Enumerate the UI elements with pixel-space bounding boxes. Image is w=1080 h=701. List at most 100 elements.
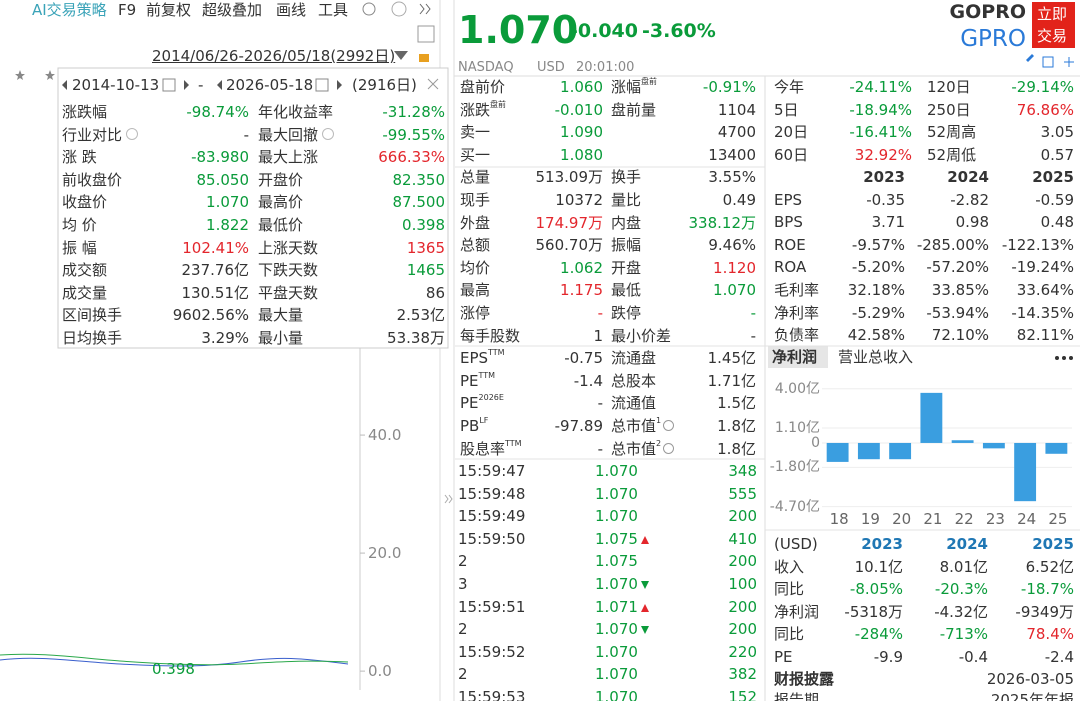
bar bbox=[857, 442, 880, 460]
popup-label-text: 年化收益率 bbox=[258, 103, 334, 121]
popup-label: 最大量 bbox=[258, 305, 303, 325]
quote-value: - bbox=[598, 303, 603, 323]
popup-value: -98.74% bbox=[186, 102, 249, 122]
quote-label: 总股本 bbox=[611, 371, 656, 391]
report-period-label: 报告期 bbox=[774, 691, 820, 701]
tick-volume-text: 100 bbox=[728, 575, 757, 593]
quote-label-text: 涨停 bbox=[460, 304, 491, 322]
popup-value-text: 1.822 bbox=[206, 216, 249, 234]
trade-button-text[interactable]: 立即 bbox=[1037, 4, 1068, 23]
annual-value: -9349万 bbox=[1015, 602, 1074, 621]
next[interactable] bbox=[184, 80, 189, 90]
popup-value: -99.55% bbox=[382, 125, 445, 145]
quote-value-text: 338.12万 bbox=[688, 213, 757, 232]
annual-value: -4.32亿 bbox=[934, 602, 988, 621]
perf-value-text: -24.11% bbox=[849, 78, 912, 96]
annual-value: 78.4% bbox=[1026, 624, 1074, 644]
tick-volume: 200 bbox=[728, 619, 757, 639]
bell-icon[interactable] bbox=[1042, 56, 1054, 68]
popup-label: 最小量 bbox=[258, 328, 303, 348]
quote-label-sup: 盘前 bbox=[490, 99, 507, 109]
quote-label: 总市值1 bbox=[611, 416, 675, 436]
prev[interactable] bbox=[217, 80, 222, 90]
help-icon[interactable] bbox=[126, 127, 139, 140]
collapse-handle[interactable] bbox=[444, 494, 453, 504]
last-price: 1.070 bbox=[458, 8, 579, 52]
quote-value: 1.090 bbox=[560, 122, 603, 142]
help-icon[interactable] bbox=[391, 1, 407, 17]
popup-value: 102.41% bbox=[182, 238, 249, 258]
popup-sep: - bbox=[198, 76, 204, 94]
tick-volume-text: 200 bbox=[728, 620, 757, 639]
quote-label: 最低 bbox=[611, 280, 641, 300]
menu-dot[interactable] bbox=[1055, 356, 1059, 360]
settings-icon[interactable] bbox=[362, 2, 376, 16]
close-icon[interactable] bbox=[427, 78, 439, 90]
trade-button-bg[interactable] bbox=[1032, 2, 1075, 48]
quote-label-text: 总量 bbox=[460, 168, 491, 187]
annual-value-text: -18.7% bbox=[1020, 580, 1074, 599]
fin-value: -285.00% bbox=[916, 235, 989, 254]
toolbar-item[interactable]: AI交易策略 bbox=[32, 1, 107, 19]
popup-label: 日均换手 bbox=[62, 328, 122, 348]
menu-dot[interactable] bbox=[1062, 356, 1066, 360]
perf-label-text: 250日 bbox=[927, 100, 971, 119]
add-icon[interactable] bbox=[1064, 57, 1074, 67]
popup-label: 开盘价 bbox=[258, 170, 303, 190]
more-icon[interactable] bbox=[419, 3, 431, 15]
calendar-icon[interactable] bbox=[315, 78, 329, 92]
quote-value: -0.010 bbox=[555, 100, 603, 120]
trade-button-text[interactable]: 交易 bbox=[1037, 26, 1068, 45]
annual-value: -8.05% bbox=[850, 579, 903, 599]
edit-icon[interactable] bbox=[1026, 54, 1034, 62]
fin-value: -57.20% bbox=[926, 258, 989, 277]
quote-value: - bbox=[597, 439, 603, 458]
quote-value: 0.49 bbox=[722, 191, 756, 209]
tab[interactable]: 净利润 bbox=[772, 348, 818, 366]
quote-label-text: EPS bbox=[460, 349, 489, 368]
popup-label-text: 涨跌幅 bbox=[62, 103, 108, 121]
popup-label: 最低价 bbox=[258, 215, 303, 235]
quote-label: 振幅 bbox=[611, 235, 641, 255]
x-tick-label: 19 bbox=[860, 510, 880, 528]
popup-label: 上涨天数 bbox=[258, 238, 318, 258]
calendar-icon[interactable] bbox=[162, 78, 176, 92]
bar bbox=[920, 392, 943, 443]
toolbar-item[interactable]: 画线 bbox=[276, 1, 307, 19]
next[interactable] bbox=[337, 80, 342, 90]
lock-icon[interactable] bbox=[419, 54, 429, 62]
tick-price-text: 1.070 bbox=[595, 462, 638, 480]
annual-unit: (USD) bbox=[774, 535, 818, 553]
report-date: 2026-03-05 bbox=[986, 670, 1074, 688]
annual-value: -20.3% bbox=[935, 579, 988, 599]
toolbar-item[interactable]: 工具 bbox=[318, 1, 349, 19]
arrow-down bbox=[640, 581, 649, 589]
wp-icon[interactable] bbox=[417, 25, 435, 43]
tick-volume: 220 bbox=[728, 642, 757, 662]
change-pct: -3.60% bbox=[642, 19, 716, 42]
quote-label: PBLF bbox=[460, 416, 488, 436]
help-icon[interactable] bbox=[322, 127, 335, 140]
dropdown-arrow[interactable] bbox=[394, 51, 408, 60]
quote-label: 均价 bbox=[460, 258, 490, 278]
toolbar-item[interactable]: 超级叠加 bbox=[202, 1, 263, 19]
toolbar-item[interactable]: 前复权 bbox=[146, 1, 192, 19]
report-period: 2025年年报 bbox=[990, 691, 1074, 701]
popup-value: 86 bbox=[425, 283, 445, 302]
prev[interactable] bbox=[62, 80, 67, 90]
toolbar-item[interactable]: F9 bbox=[118, 1, 137, 19]
perf-value: 3.05 bbox=[1040, 123, 1074, 142]
y-tick-label: 0.0 bbox=[368, 662, 392, 681]
tick-price-text: 1.070 bbox=[595, 620, 638, 639]
popup-label-text: 最大量 bbox=[258, 306, 304, 325]
menu-dot[interactable] bbox=[1069, 356, 1073, 360]
perf-value-text: 76.86% bbox=[1016, 100, 1074, 119]
quote-label-text: 外盘 bbox=[460, 213, 491, 232]
tick-price-text: 1.070 bbox=[595, 575, 638, 593]
star[interactable] bbox=[15, 70, 25, 80]
tab[interactable]: 营业总收入 bbox=[838, 348, 914, 366]
star[interactable] bbox=[45, 70, 55, 80]
tick-volume-text: 220 bbox=[728, 642, 757, 661]
quote-label-sup: LF bbox=[479, 416, 489, 425]
perf-value: 76.86% bbox=[1017, 100, 1074, 120]
